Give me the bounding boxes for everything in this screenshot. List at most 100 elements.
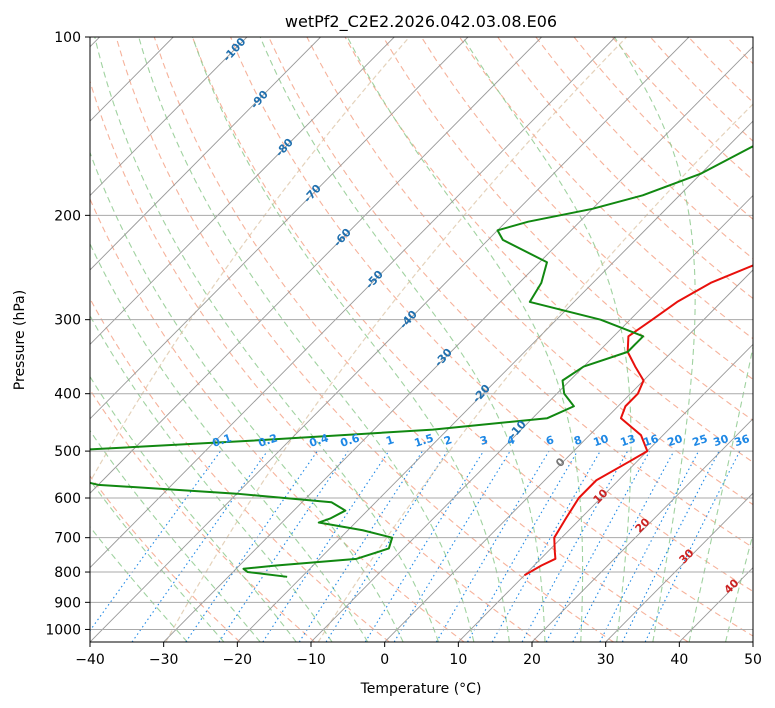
chart-title: wetPf2_C2E2.2026.042.03.08.E06	[285, 12, 557, 32]
y-tick-label: 600	[54, 491, 81, 507]
x-axis-ticks: −40 −30 −20 −10 0 10 20 30 40 50	[75, 642, 762, 668]
moist-adiabat-line	[688, 344, 753, 642]
moist-adiabat-line	[90, 479, 225, 642]
sounding-profiles	[90, 145, 753, 578]
y-tick-label: 400	[54, 387, 81, 403]
skewed-isotherm	[237, 120, 753, 642]
mixing-ratio-label: 10	[592, 432, 611, 449]
dry-adiabat-line	[90, 297, 390, 642]
mixing-ratio-label: 20	[666, 432, 685, 449]
dry-adiabat-line	[90, 475, 241, 642]
dry-adiabat-line	[115, 37, 614, 642]
mixing-ratio-line	[325, 450, 448, 642]
dry-adiabat-line	[90, 79, 540, 642]
y-tick-label: 900	[54, 595, 81, 611]
y-tick-label: 100	[54, 30, 81, 46]
skewed-isotherm	[90, 37, 542, 494]
reference-curve	[90, 37, 410, 484]
grid-lines	[90, 37, 753, 642]
skewed-isotherm	[605, 492, 753, 642]
moist-adiabat-line	[138, 37, 475, 642]
x-tick-label: 30	[597, 652, 615, 668]
mixing-ratio-label: 4	[505, 433, 517, 448]
x-tick-label: −10	[296, 652, 326, 668]
y-tick-label: 800	[54, 565, 81, 581]
mixing-ratio-label: 0.4	[308, 431, 331, 449]
mixing-ratio-label: 0.6	[339, 431, 362, 449]
moist-adiabat-line	[90, 242, 369, 642]
y-tick-label: 500	[54, 444, 81, 460]
y-axis-label: Pressure (hPa)	[12, 290, 28, 390]
dry-adiabat-line	[306, 37, 753, 506]
dry-adiabat-line	[344, 37, 753, 463]
mixing-ratio-line	[545, 450, 651, 642]
skewed-isotherm	[90, 37, 616, 569]
y-axis-ticks: 100 200 300 400 500 600 700 800 900 1000	[45, 30, 90, 638]
x-tick-label: 20	[523, 652, 541, 668]
mixing-ratio-label: 25	[691, 432, 710, 449]
skewed-isotherm	[384, 269, 753, 642]
x-tick-label: −30	[149, 652, 179, 668]
mixing-ratio-label: 1.5	[413, 431, 436, 449]
mixing-ratio-line	[218, 450, 349, 642]
y-tick-label: 700	[54, 531, 81, 547]
temperature-profile-line	[523, 264, 753, 577]
x-tick-label: −40	[75, 652, 105, 668]
y-tick-label: 200	[54, 208, 81, 224]
moist-adiabat-line	[725, 532, 753, 642]
mixing-ratio-label: 0.1	[211, 431, 234, 449]
mixing-ratio-label: 30	[712, 432, 731, 449]
moist-adiabat-line	[90, 151, 404, 642]
mixing-ratio-line	[298, 450, 423, 642]
mixing-ratio-label: 13	[619, 432, 638, 449]
x-tick-label: 10	[449, 652, 467, 668]
mixing-ratio-label: 16	[642, 432, 661, 449]
skewed-isotherm	[90, 37, 469, 420]
skewed-isotherm	[90, 37, 690, 642]
y-tick-label: 1000	[45, 622, 81, 638]
x-axis-label: Temperature (°C)	[360, 681, 482, 697]
moist-adiabat-line	[90, 314, 333, 642]
plot-frame	[89, 36, 754, 643]
dry-adiabat-line	[420, 37, 753, 381]
x-tick-label: 40	[670, 652, 688, 668]
mixing-ratio-line	[185, 450, 318, 642]
mixing-ratio-label: 0.2	[257, 431, 280, 449]
mixing-ratio-label: 2	[442, 433, 453, 448]
skewed-isotherm	[90, 37, 248, 197]
moist-adiabat-line	[90, 375, 297, 642]
mixing-ratio-line	[364, 450, 484, 642]
mixing-ratio-label: 3	[478, 433, 489, 448]
reference-curve	[317, 103, 753, 642]
mixing-ratio-line	[435, 450, 550, 642]
dry-adiabat-line	[90, 388, 316, 642]
skewed-isotherm	[458, 343, 753, 642]
skewed-isotherm	[531, 418, 753, 642]
thermo-background-lines	[90, 37, 753, 642]
moist-adiabat-line	[192, 37, 510, 642]
moist-adiabat-line	[614, 37, 696, 642]
dry-adiabat-line	[153, 37, 689, 642]
mixing-ratio-label: 1	[384, 433, 395, 448]
dry-adiabat-line	[382, 37, 753, 422]
skewed-isotherm	[90, 37, 321, 271]
moist-adiabat-line	[94, 37, 439, 642]
y-tick-label: 300	[54, 313, 81, 329]
dry-adiabat-line	[230, 37, 753, 593]
x-tick-label: 50	[744, 652, 762, 668]
dry-adiabat-line	[268, 37, 753, 549]
mixing-ratio-label: 6	[544, 433, 556, 448]
dry-adiabat-line	[90, 197, 465, 642]
x-tick-label: 0	[380, 652, 389, 668]
skewed-isotherm	[90, 37, 395, 345]
skewed-isotherm	[310, 194, 753, 642]
x-tick-label: −20	[223, 652, 253, 668]
moist-adiabat-line	[346, 37, 584, 642]
mixing-ratio-label: 8	[572, 433, 583, 448]
mixing-ratio-line	[262, 450, 390, 642]
mixing-ratio-line	[572, 450, 675, 642]
skewed-isotherm	[163, 46, 753, 642]
reference-curve	[165, 37, 628, 642]
